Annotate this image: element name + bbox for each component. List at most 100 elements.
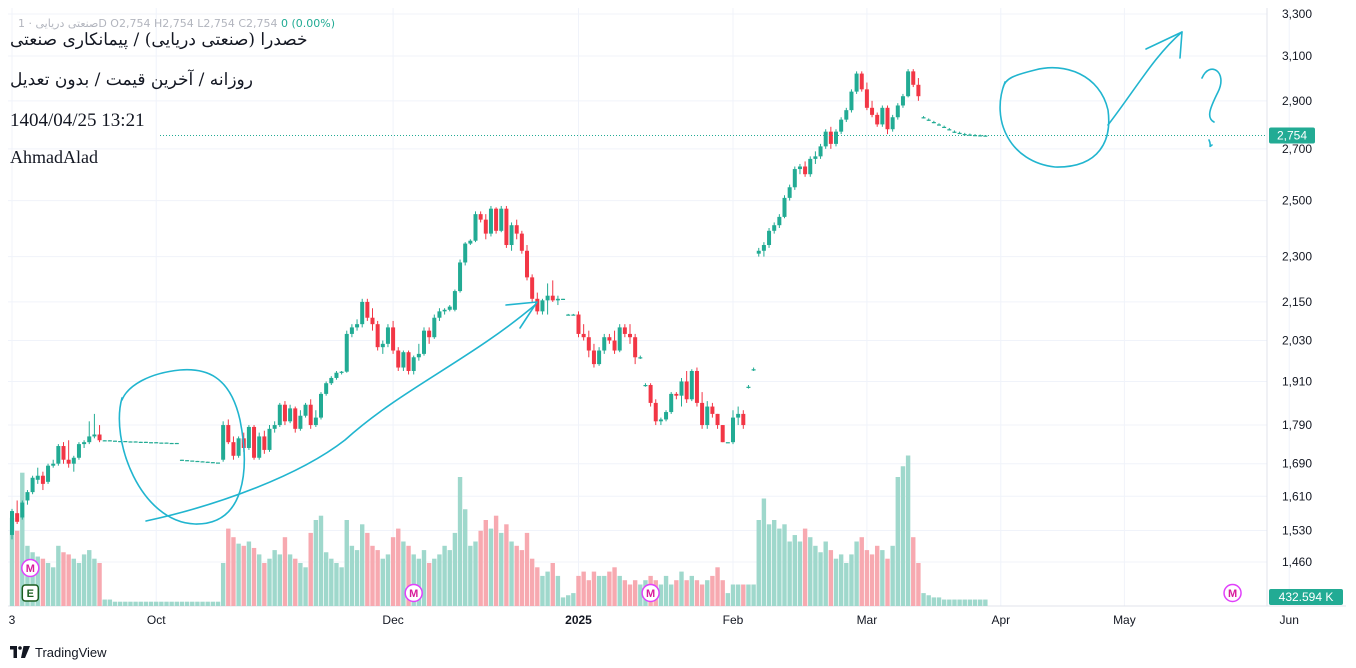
price-axis[interactable]: 3,300 3,100 2,900 2,700 2,500 2,300 2,150 2,030… xyxy=(1282,7,1312,569)
tradingview-logo-icon xyxy=(10,646,30,658)
arrowhead-drawing-right[interactable] xyxy=(1145,31,1183,59)
volume-bar xyxy=(282,537,288,606)
candle-body xyxy=(133,441,138,443)
candle-body xyxy=(937,124,941,126)
volume-bar xyxy=(442,545,447,606)
volume-bar xyxy=(138,601,143,606)
volume-bar xyxy=(483,520,488,606)
candle-body xyxy=(689,370,694,400)
volume-bar xyxy=(148,601,154,606)
volume-bar xyxy=(329,558,334,606)
volume-bar xyxy=(900,466,906,606)
volume-bar xyxy=(128,601,133,606)
candle-body xyxy=(731,417,735,443)
question-mark-drawing[interactable] xyxy=(1201,68,1222,148)
candle-body xyxy=(396,350,401,368)
candle-body xyxy=(890,117,895,130)
volume-bar xyxy=(396,528,401,606)
candle-body xyxy=(813,156,818,159)
candle-body xyxy=(308,404,313,426)
candle-body xyxy=(643,384,648,387)
candle-body xyxy=(488,208,493,234)
volume-bar xyxy=(751,584,756,606)
volume-bar xyxy=(566,595,571,606)
volume-bar xyxy=(741,584,746,606)
volume-bar xyxy=(457,477,463,606)
volume-bar xyxy=(581,571,586,606)
candle-body xyxy=(674,393,679,396)
hand-drawings[interactable] xyxy=(118,31,1222,525)
candle-body xyxy=(174,442,179,445)
volume-bar xyxy=(411,554,416,606)
legend-symbol[interactable]: صنعتی دریایی xyxy=(35,17,99,30)
volume-bar xyxy=(761,498,767,606)
footer-brand-text[interactable]: TradingView xyxy=(35,644,107,660)
candle-body xyxy=(40,475,45,484)
candle-body xyxy=(931,122,936,124)
volume-bar xyxy=(854,541,859,606)
volume-bar xyxy=(380,558,385,606)
footer-branding[interactable]: TradingView xyxy=(10,642,107,662)
volume-bar xyxy=(468,545,473,606)
circle-drawing-left[interactable] xyxy=(118,368,245,525)
candle-body xyxy=(617,327,622,351)
volume-bar xyxy=(87,550,92,606)
candle-body xyxy=(432,317,437,338)
candle-body xyxy=(849,91,854,111)
arrow-drawing-left[interactable] xyxy=(145,304,536,522)
volume-bar xyxy=(293,558,298,606)
volume-bar xyxy=(272,550,277,606)
candle-body xyxy=(87,436,92,443)
volume-bar xyxy=(519,550,525,606)
candle-body xyxy=(700,402,705,426)
arrow-drawing-right[interactable] xyxy=(1107,31,1183,126)
x-tick-label: Feb xyxy=(723,613,744,627)
volume-bar xyxy=(354,550,360,606)
candle-body xyxy=(973,135,978,137)
candle-body xyxy=(380,343,385,348)
y-tick-label: 1,690 xyxy=(1282,457,1312,471)
volume-bar xyxy=(287,554,293,606)
symbol-legend[interactable]: صنعتی دریایی · 1D O2,754 H2,754 L2,754 C… xyxy=(18,17,335,30)
event-marker-m-label: M xyxy=(1228,588,1237,600)
volume-bar xyxy=(962,599,967,606)
circle-drawing-right[interactable] xyxy=(999,66,1110,168)
volume-bar xyxy=(205,601,210,606)
candle-body xyxy=(406,352,411,371)
volume-bar xyxy=(215,601,221,606)
volume-bar xyxy=(432,558,437,606)
chart-subtitle: روزانه / آخرین قیمت / بدون تعدیل xyxy=(10,70,253,90)
candle-body xyxy=(257,436,262,458)
candle-body xyxy=(385,327,390,344)
candle-body xyxy=(844,110,849,120)
volume-bar xyxy=(488,528,494,606)
volume-bar xyxy=(838,554,844,606)
candle-body xyxy=(76,444,81,458)
candle-body xyxy=(823,131,828,147)
candle-body xyxy=(411,357,416,371)
candle-body xyxy=(236,438,241,456)
candle-body xyxy=(375,324,380,348)
candle-body xyxy=(221,425,226,460)
y-tick-label: 2,300 xyxy=(1282,250,1312,264)
candle-body xyxy=(828,131,833,144)
volume-bar xyxy=(926,595,931,606)
volume-bar xyxy=(674,580,679,606)
volume-bar xyxy=(257,554,262,606)
candle-body xyxy=(525,250,529,278)
volume-bar xyxy=(705,580,710,606)
y-tick-label: 2,700 xyxy=(1282,142,1312,156)
candle-body xyxy=(463,243,468,263)
candle-body xyxy=(715,413,720,426)
volume-bar xyxy=(416,558,422,606)
arrowhead-drawing-left[interactable] xyxy=(505,301,538,329)
candle-body xyxy=(401,352,406,368)
volume-bar xyxy=(859,537,864,606)
candle-body xyxy=(200,461,205,463)
volume-bar xyxy=(844,563,849,606)
volume-bar xyxy=(493,515,499,606)
candle-body xyxy=(272,425,277,429)
time-axis[interactable]: 3OctDec2025FebMarAprMayJunAug xyxy=(9,613,1356,627)
volume-bar xyxy=(622,580,628,606)
